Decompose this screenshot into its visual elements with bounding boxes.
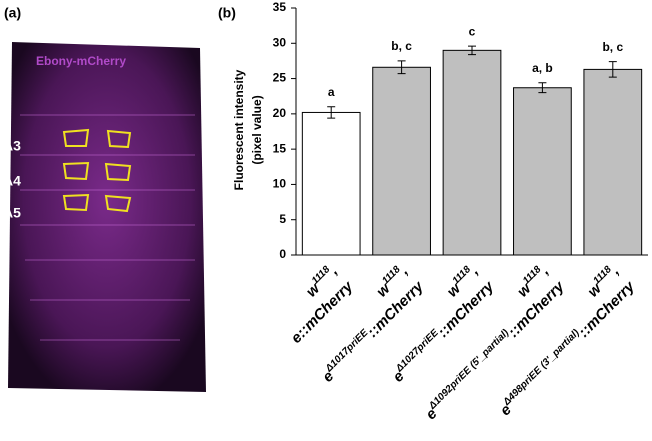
image-title: Ebony-mCherry <box>36 54 126 68</box>
y-tick-label: 15 <box>273 141 287 155</box>
segment-label: A3 <box>3 138 21 154</box>
bar <box>442 49 502 256</box>
x-tick-label-line: eΔ498priEE (3'_partial)::mCherry <box>495 276 638 419</box>
panel-label: (b) <box>218 5 236 21</box>
label-part: Δ498priEE (3'_partial) <box>500 327 581 408</box>
error-bar <box>468 45 476 56</box>
significance-label: b, c <box>602 40 623 54</box>
y-axis-title-line: Fluorescent intensity <box>232 69 246 190</box>
segment-stripes <box>20 114 195 341</box>
bar <box>301 111 361 256</box>
y-axis-title: Fluorescent intensity (pixel value) <box>232 69 264 190</box>
label-part: Δ1092priEE (5'_partial) <box>426 327 511 412</box>
x-tick-label-line: e::mCherry <box>288 278 357 347</box>
y-tick-label: 25 <box>273 71 287 85</box>
significance-label: a <box>328 85 335 99</box>
panel-label: (a) <box>4 5 21 21</box>
y-axis-title-line: (pixel value) <box>250 95 264 164</box>
bar <box>513 87 572 256</box>
error-bar <box>397 60 406 75</box>
micrograph <box>8 42 206 392</box>
label-part: Δ1027priEE <box>393 327 441 375</box>
y-tick-label: 35 <box>273 0 287 14</box>
significance-label: c <box>469 24 476 38</box>
segment-label: A5 <box>3 205 21 221</box>
roi-boxes <box>62 128 132 213</box>
error-bar <box>327 106 336 119</box>
y-tick-label: 5 <box>279 212 286 226</box>
error-bar <box>538 82 547 94</box>
y-tick-label: 0 <box>279 247 286 261</box>
x-tick-label: w1118,e::mCherry <box>288 263 357 347</box>
significance-label: b, c <box>391 39 412 53</box>
label-part: e::mCherry <box>288 278 357 347</box>
x-tick-label-line: eΔ1092priEE (5'_partial)::mCherry <box>421 276 568 423</box>
segment-label: A4 <box>3 173 21 189</box>
significance-label: a, b <box>532 61 553 75</box>
bar <box>583 68 643 256</box>
error-bar <box>608 61 617 78</box>
y-tick-label: 30 <box>273 35 287 49</box>
y-tick-label: 20 <box>273 106 287 120</box>
y-tick-label: 10 <box>273 177 287 191</box>
label-part: Δ1017priEE <box>323 327 371 375</box>
bar <box>372 66 431 256</box>
